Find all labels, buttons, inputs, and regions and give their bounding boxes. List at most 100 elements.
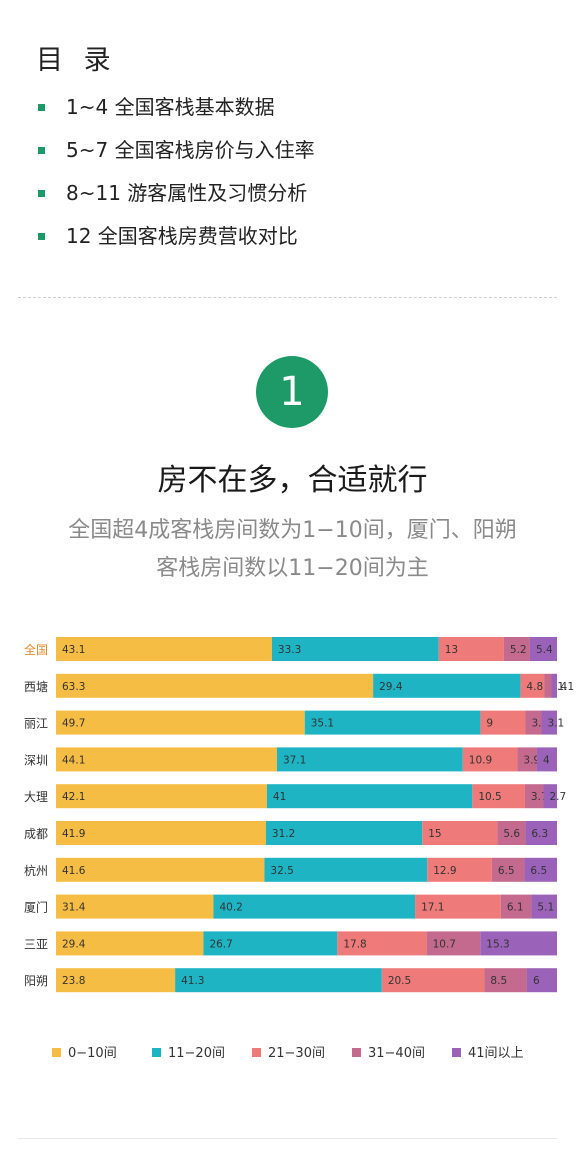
bar-segment bbox=[175, 968, 382, 993]
bar-segment bbox=[373, 673, 521, 698]
bar-segment bbox=[337, 931, 427, 956]
legend-label: 21−30间 bbox=[268, 1046, 325, 1061]
bar-segment bbox=[529, 637, 557, 661]
category-label: 全国 bbox=[24, 642, 48, 657]
bar-segment bbox=[541, 710, 557, 735]
value-label: 6.1 bbox=[507, 902, 524, 914]
bar-segment bbox=[265, 821, 423, 845]
bar-segment bbox=[426, 931, 481, 956]
value-label: 4.8 bbox=[526, 681, 543, 693]
toc-item[interactable]: 12 全国客栈房费营收对比 bbox=[36, 215, 315, 258]
value-label: 15.3 bbox=[486, 938, 509, 950]
stacked-bar-chart: 全国 43.1 33.3 13 5.2 5.4西塘 63.3 29.4 4.8 1.41.1丽江 4… bbox=[24, 637, 574, 1061]
legend-swatch bbox=[452, 1048, 461, 1057]
bar-segment bbox=[213, 894, 416, 919]
bar-segment bbox=[56, 857, 265, 882]
bar-segment bbox=[422, 821, 498, 845]
bar-segment bbox=[264, 857, 428, 882]
category-label: 丽江 bbox=[24, 717, 48, 731]
bar-segment bbox=[56, 710, 305, 735]
category-label: 三亚 bbox=[24, 937, 48, 951]
bar-segment bbox=[524, 857, 557, 882]
value-label: 26.7 bbox=[209, 938, 232, 950]
toc-list: 1~4 全国客栈基本数据 5~7 全国客栈房价与入住率 8~11 游客属性及习惯… bbox=[36, 86, 315, 258]
toc-title: 目 录 bbox=[36, 45, 117, 76]
bar-segment bbox=[500, 894, 532, 919]
value-label: 41.6 bbox=[62, 865, 86, 877]
bar-segment bbox=[462, 747, 518, 772]
legend-swatch bbox=[152, 1048, 161, 1057]
bar-segment bbox=[266, 784, 473, 809]
value-label: 31.4 bbox=[62, 902, 86, 914]
value-label: 41.9 bbox=[62, 828, 85, 840]
value-label: 5.4 bbox=[536, 644, 553, 656]
bar-segment bbox=[56, 637, 272, 661]
value-label: 9 bbox=[486, 718, 493, 730]
value-label: 20.5 bbox=[388, 975, 411, 987]
legend-swatch bbox=[352, 1048, 361, 1057]
category-label: 深圳 bbox=[24, 753, 48, 767]
bottom-divider bbox=[18, 1138, 557, 1139]
bar-segment bbox=[56, 931, 204, 956]
bar-segment bbox=[56, 968, 176, 993]
square-bullet-icon bbox=[38, 233, 45, 240]
legend-label: 31−40间 bbox=[368, 1046, 425, 1061]
value-label: 42.1 bbox=[62, 791, 85, 803]
value-label: 6 bbox=[533, 975, 540, 987]
toc-item[interactable]: 8~11 游客属性及习惯分析 bbox=[36, 172, 315, 215]
legend-swatch bbox=[252, 1048, 261, 1057]
bar-segment bbox=[480, 931, 557, 956]
bar-segment bbox=[381, 968, 485, 993]
toc-item-label: 8~11 游客属性及习惯分析 bbox=[66, 181, 308, 205]
bar-segment bbox=[551, 673, 557, 698]
bar-segment bbox=[524, 784, 544, 809]
toc-item[interactable]: 5~7 全国客栈房价与入住率 bbox=[36, 129, 315, 172]
bar-segment bbox=[497, 821, 526, 845]
category-label: 大理 bbox=[24, 790, 48, 804]
bar-segment bbox=[526, 968, 557, 993]
category-label: 西塘 bbox=[24, 679, 48, 694]
value-label: 17.1 bbox=[421, 902, 444, 914]
legend-swatch bbox=[52, 1048, 61, 1057]
value-label: 44.1 bbox=[62, 754, 85, 766]
value-label: 41.3 bbox=[181, 975, 204, 987]
bar-segment bbox=[271, 637, 439, 661]
dashed-divider bbox=[18, 297, 557, 298]
bar-segment bbox=[491, 857, 525, 882]
value-label: 29.4 bbox=[379, 681, 403, 693]
value-label: 29.4 bbox=[62, 938, 86, 950]
legend-label: 11−20间 bbox=[168, 1046, 225, 1061]
category-label: 厦门 bbox=[24, 900, 48, 915]
bar-segment bbox=[276, 747, 463, 772]
bar-segment bbox=[503, 637, 530, 661]
section-subtitle: 全国超4成客栈房间数为1−10间，厦门、阳朔 客栈房间数以11−20间为主 bbox=[0, 512, 585, 588]
value-label: 10.9 bbox=[469, 754, 492, 766]
value-label: 12.9 bbox=[433, 865, 456, 877]
value-label: 10.5 bbox=[478, 791, 501, 803]
value-label: 2.7 bbox=[549, 791, 566, 803]
value-label: 5.6 bbox=[503, 828, 520, 840]
bar-segment bbox=[427, 857, 492, 882]
bar-segment bbox=[484, 968, 527, 993]
square-bullet-icon bbox=[38, 190, 45, 197]
square-bullet-icon bbox=[38, 104, 45, 111]
value-label: 6.5 bbox=[498, 865, 515, 877]
bar-segment bbox=[525, 821, 557, 845]
value-label: 35.1 bbox=[311, 718, 334, 730]
toc-item[interactable]: 1~4 全国客栈基本数据 bbox=[36, 86, 315, 129]
bar-segment bbox=[531, 894, 557, 919]
square-bullet-icon bbox=[38, 147, 45, 154]
bar-segment bbox=[203, 931, 338, 956]
bar-segment bbox=[480, 710, 526, 735]
toc-item-label: 5~7 全国客栈房价与入住率 bbox=[66, 138, 315, 162]
section-subtitle-line: 客栈房间数以11−20间为主 bbox=[156, 556, 429, 581]
bar-segment bbox=[525, 710, 542, 735]
value-label: 31.2 bbox=[272, 828, 295, 840]
value-label: 40.2 bbox=[219, 902, 242, 914]
value-label: 5.2 bbox=[510, 644, 527, 656]
value-label: 17.8 bbox=[343, 938, 366, 950]
bar-segment bbox=[472, 784, 525, 809]
value-label: 6.5 bbox=[530, 865, 547, 877]
value-label: 10.7 bbox=[433, 938, 456, 950]
value-label: 8.5 bbox=[490, 975, 507, 987]
